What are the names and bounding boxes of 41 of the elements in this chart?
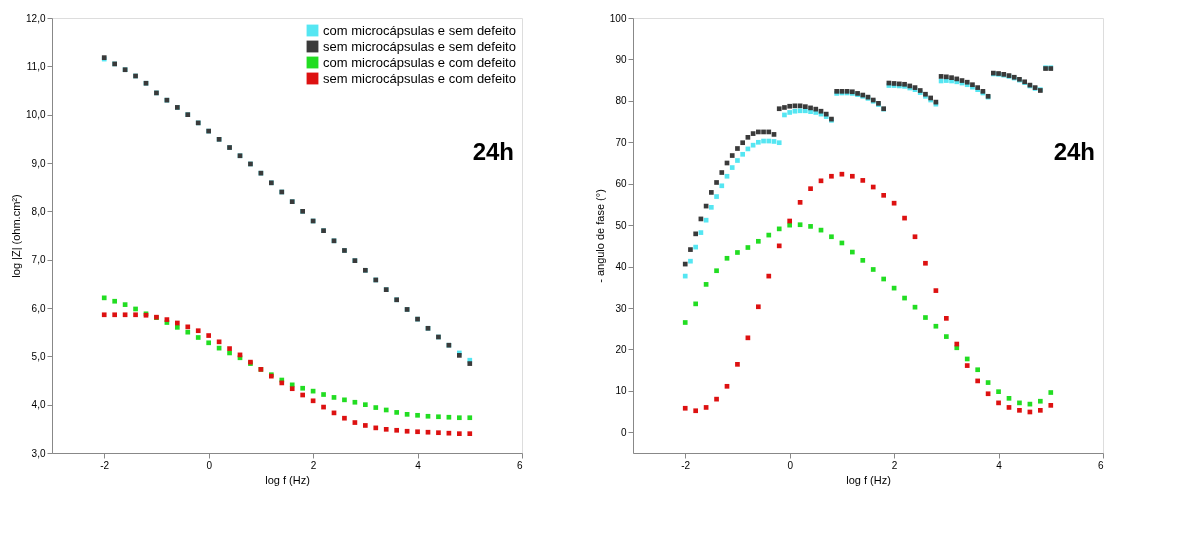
y-tick-label: 3,0 [31, 447, 46, 459]
x-tick-label: -2 [681, 459, 691, 471]
y-tick-label: 7,0 [31, 254, 46, 266]
y-axis-title: log |Z| (ohm.cm²) [10, 194, 23, 278]
y-tick-label: 10 [615, 385, 627, 397]
y-tick-label: 5,0 [31, 350, 46, 362]
y-tick-label: 12,0 [26, 12, 46, 24]
y-tick-label: 8,0 [31, 205, 46, 217]
x-tick-label: 6 [1097, 459, 1104, 471]
x-tick-label: 0 [787, 459, 794, 471]
y-tick-label: 6,0 [31, 302, 46, 314]
x-axis-title: log f (Hz) [265, 473, 310, 486]
y-tick-label: 4,0 [31, 399, 46, 411]
x-tick-label: 0 [206, 459, 213, 471]
annotation: 24h [1053, 137, 1095, 165]
y-tick-label: 30 [615, 302, 627, 314]
x-tick-label: 2 [891, 459, 898, 471]
y-tick-label: 0 [620, 426, 627, 438]
y-tick-label: 70 [615, 136, 627, 148]
x-tick-label: -2 [100, 459, 110, 471]
y-tick-label: 10,0 [26, 109, 46, 121]
x-tick-label: 6 [516, 459, 523, 471]
x-tick-label: 4 [415, 459, 422, 471]
legend-label: com microcápsulas e sem defeito [323, 22, 516, 38]
y-tick-label: 60 [615, 178, 627, 190]
x-tick-label: 2 [310, 459, 317, 471]
legend-label: com microcápsulas e com defeito [323, 54, 516, 70]
x-tick-label: 4 [996, 459, 1003, 471]
legend-label: sem microcápsulas e com defeito [323, 70, 516, 86]
y-tick-label: 90 [615, 53, 627, 65]
y-tick-label: 11,0 [26, 60, 46, 72]
y-tick-label: 9,0 [31, 157, 46, 169]
y-tick-label: 40 [615, 261, 627, 273]
x-axis-title: log f (Hz) [846, 473, 891, 486]
y-axis-title: - angulo de fase (°) [593, 189, 606, 283]
y-tick-label: 50 [615, 219, 627, 231]
legend-label: sem microcápsulas e sem defeito [323, 38, 516, 54]
y-tick-label: 100 [609, 12, 627, 24]
y-tick-label: 20 [615, 343, 627, 355]
annotation: 24h [472, 137, 514, 165]
y-tick-label: 80 [615, 95, 627, 107]
